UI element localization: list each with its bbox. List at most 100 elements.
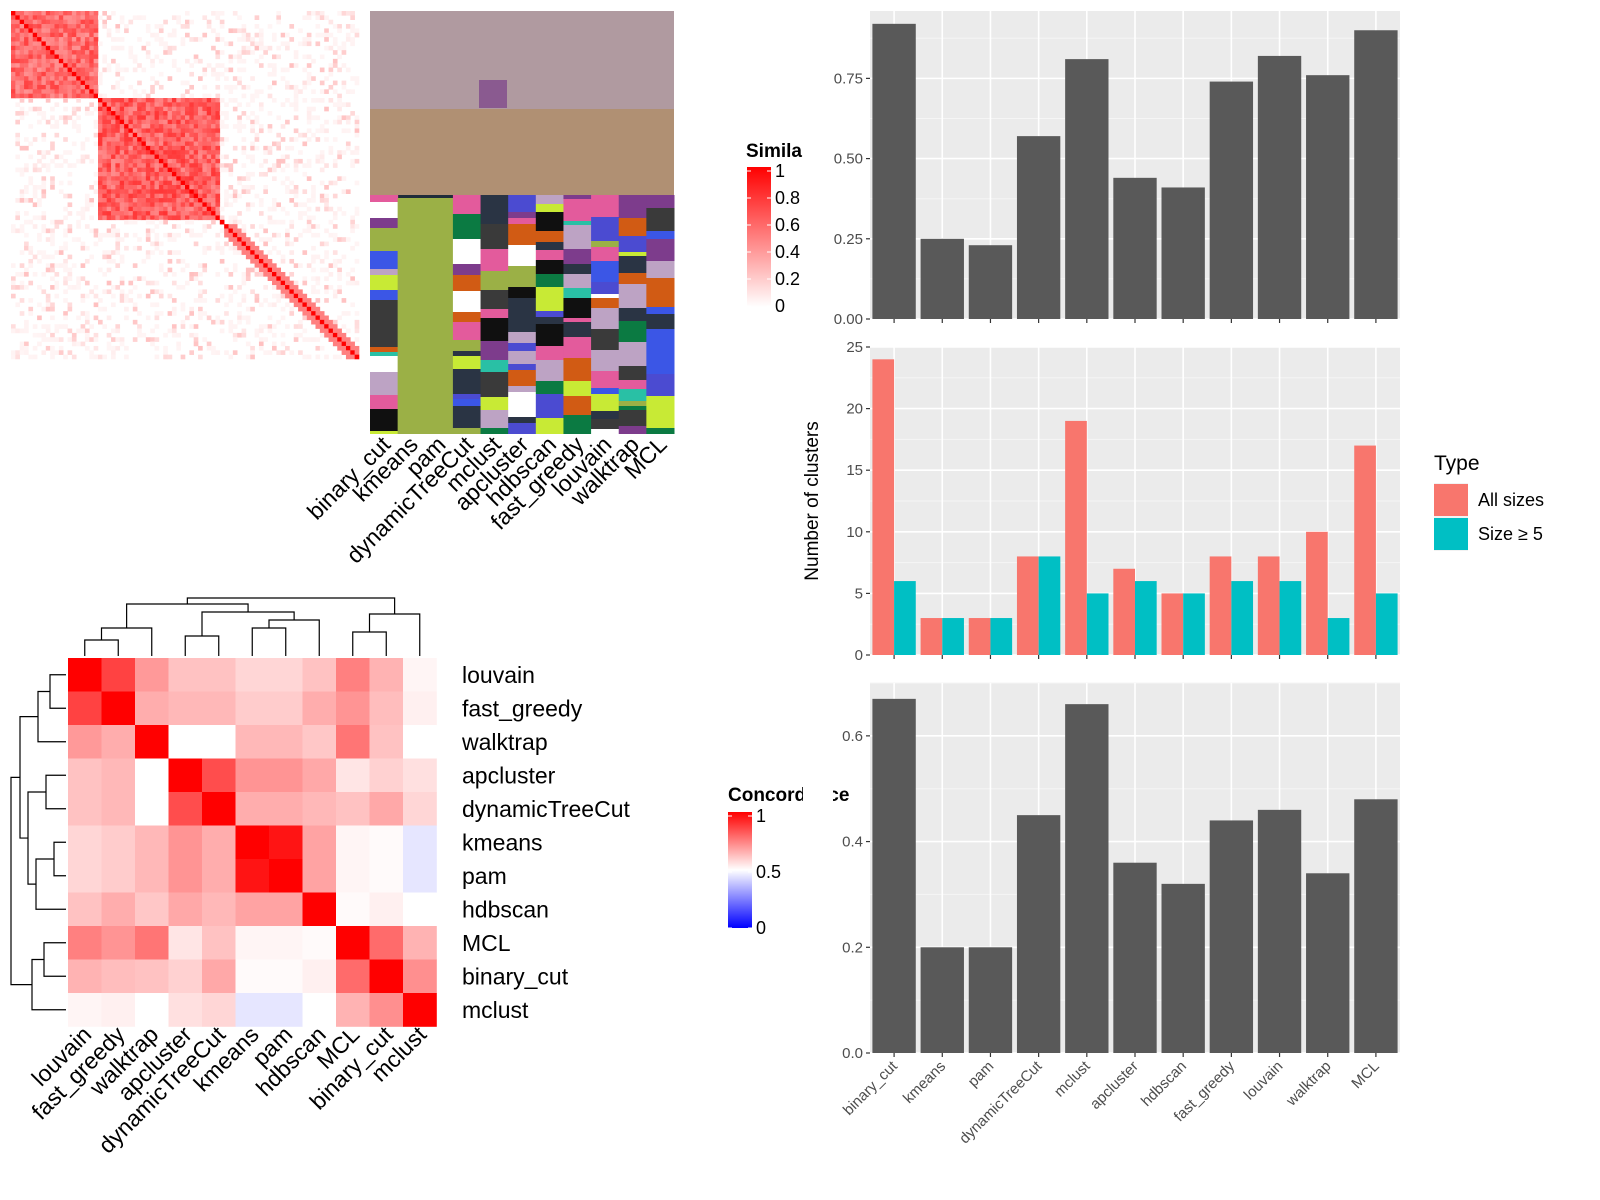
concordance-cell — [269, 993, 303, 1027]
concordance-cell — [269, 859, 303, 893]
concordance-cell — [101, 725, 136, 759]
concordance-cell — [403, 926, 437, 960]
concordance-cell — [235, 926, 270, 960]
concordance-cell — [336, 892, 370, 927]
concordance-cell — [168, 792, 203, 826]
concordance-cell — [403, 758, 437, 793]
x-tick-label: MCL — [1348, 1058, 1382, 1092]
concordance-cell — [202, 892, 236, 927]
concordance-cell — [403, 959, 437, 994]
legend-label: Size ≥ 5 — [1478, 524, 1543, 544]
concordance-cell — [101, 959, 136, 994]
y-tick-label: 0.2 — [842, 939, 863, 956]
concordance-cell — [168, 725, 203, 759]
concordance-dendrogram-top — [84, 597, 421, 656]
bar — [1257, 809, 1302, 1053]
concordance-cell — [369, 959, 404, 994]
difference-score-chart: 0.000.250.500.75Difference score — [802, 11, 1400, 328]
bar — [894, 581, 916, 655]
similarity-colorbar — [747, 167, 771, 307]
concordance-cell — [68, 658, 102, 692]
concordance-cell — [135, 926, 169, 960]
concordance-cell — [135, 758, 169, 793]
y-tick-label: 10 — [846, 524, 863, 541]
concordance-cell — [302, 792, 337, 826]
concordance-cell — [202, 993, 236, 1027]
block-mean-chart: 0.00.20.40.6Block meanbinary_cutkmeanspa… — [802, 682, 1400, 1147]
concordance-cell — [135, 993, 169, 1027]
x-tick-label: kmeans — [900, 1058, 949, 1107]
concordance-cell — [68, 758, 102, 793]
similarity-legend-tick: 0.8 — [775, 188, 800, 208]
concordance-cell — [101, 926, 136, 960]
concordance-cell — [302, 658, 337, 692]
concordance-cell — [369, 892, 404, 927]
concordance-cell — [369, 758, 404, 793]
similarity-legend-tick: 0.4 — [775, 242, 800, 262]
concordance-cell — [168, 859, 203, 893]
concordance-cell — [135, 859, 169, 893]
concordance-cell — [269, 758, 303, 793]
concordance-cell — [336, 959, 370, 994]
concordance-cell — [369, 993, 404, 1027]
bar — [968, 947, 1013, 1053]
concordance-cell — [101, 825, 136, 860]
bar — [968, 618, 991, 655]
type-legend-title: Type — [1434, 452, 1480, 475]
concordance-column-labels: louvainfast_greedywalktrapapclusterdynam… — [26, 1021, 431, 1159]
concordance-cell — [369, 859, 404, 893]
concordance-cell — [336, 993, 370, 1027]
bar — [1257, 55, 1302, 320]
cluster-assignment-column-labels: binary_cutkmeanspamdynamicTreeCutmclusta… — [302, 431, 672, 569]
concordance-cell — [235, 859, 270, 893]
concordance-cell — [336, 725, 370, 759]
bar — [1016, 136, 1061, 320]
concordance-cell — [235, 993, 270, 1027]
concordance-cell — [101, 691, 136, 726]
concordance-cell — [369, 926, 404, 960]
concordance-cell — [135, 892, 169, 927]
concordance-cell — [336, 758, 370, 793]
y-tick-label: 0.75 — [834, 70, 863, 87]
x-tick-label: mclust — [1051, 1057, 1094, 1100]
bar — [1135, 581, 1157, 655]
concordance-cell — [336, 926, 370, 960]
concordance-cell — [168, 959, 203, 994]
concordance-cell — [235, 892, 270, 927]
similarity-legend-tick: 1 — [775, 161, 785, 181]
concordance-cell — [68, 725, 102, 759]
concordance-cell — [202, 825, 236, 860]
concordance-row-label: apcluster — [462, 762, 556, 788]
concordance-cell — [135, 691, 169, 726]
concordance-cell — [135, 959, 169, 994]
concordance-cell — [135, 658, 169, 692]
concordance-cell — [202, 792, 236, 826]
y-tick-label: 0.00 — [834, 311, 863, 328]
bar — [990, 618, 1013, 655]
bar — [1183, 593, 1205, 655]
concordance-cell — [336, 792, 370, 826]
similarity-heatmap — [11, 11, 360, 360]
x-tick-label: apcluster — [1087, 1058, 1142, 1113]
concordance-cell — [302, 959, 337, 994]
concordance-cell — [168, 758, 203, 793]
bar — [920, 618, 943, 655]
concordance-cell — [269, 825, 303, 860]
bar — [1306, 531, 1328, 655]
y-tick-label: 0.6 — [842, 728, 863, 745]
concordance-cell — [135, 825, 169, 860]
concordance-cell — [202, 758, 236, 793]
concordance-heatmap — [68, 658, 437, 1027]
concordance-cell — [269, 691, 303, 726]
concordance-cell — [336, 691, 370, 726]
bar — [1354, 30, 1398, 319]
concordance-cell — [101, 859, 136, 893]
concordance-cell — [235, 658, 270, 692]
bar — [1113, 862, 1157, 1053]
concordance-cell — [168, 993, 203, 1027]
concordance-cell — [168, 825, 203, 860]
concordance-cell — [369, 825, 404, 860]
concordance-cell — [101, 993, 136, 1027]
concordance-cell — [68, 892, 102, 927]
concordance-cell — [168, 892, 203, 927]
